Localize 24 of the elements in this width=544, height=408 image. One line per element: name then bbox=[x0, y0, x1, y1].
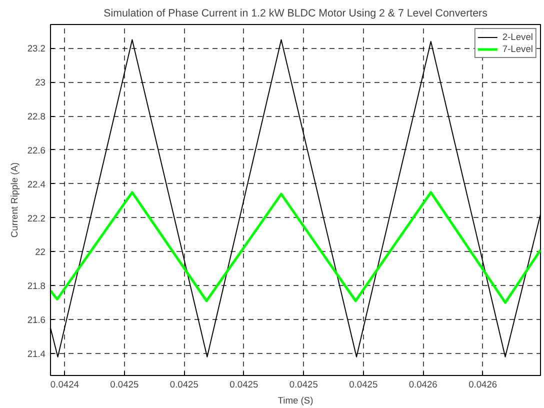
x-tick-label: 0.0425 bbox=[230, 380, 258, 390]
x-tick-label: 0.0425 bbox=[349, 380, 378, 390]
x-tick-label: 0.0426 bbox=[408, 380, 438, 390]
legend-label: 2-Level bbox=[502, 31, 533, 43]
y-tick-label: 22 bbox=[35, 247, 46, 258]
y-tick-label: 21.8 bbox=[27, 281, 46, 292]
x-axis-title: Time (S) bbox=[278, 396, 314, 406]
x-tick-label: 0.0425 bbox=[170, 380, 198, 390]
y-axis-title: Current Ripple (A) bbox=[9, 162, 20, 238]
x-tick-label: 0.0425 bbox=[110, 380, 139, 390]
x-tick-label: 0.0424 bbox=[50, 380, 79, 390]
y-tick-label: 23.2 bbox=[27, 44, 46, 54]
legend-label: 7-Level bbox=[502, 43, 533, 55]
y-tick-label: 23 bbox=[35, 78, 46, 88]
y-tick-label: 22.2 bbox=[27, 213, 46, 224]
chart-title: Simulation of Phase Current in 1.2 kW BLDC Motor Using 2 & 7 Level Converters bbox=[104, 8, 488, 20]
y-tick-label: 21.4 bbox=[27, 348, 46, 359]
y-tick-label: 22.6 bbox=[27, 145, 46, 156]
y-tick-label: 22.8 bbox=[27, 112, 46, 122]
x-tick-label: 0.0426 bbox=[468, 380, 498, 390]
x-tick-label: 0.0425 bbox=[289, 380, 318, 390]
y-tick-label: 21.6 bbox=[27, 315, 46, 326]
y-tick-label: 22.4 bbox=[27, 179, 46, 190]
line-series bbox=[50, 191, 540, 304]
